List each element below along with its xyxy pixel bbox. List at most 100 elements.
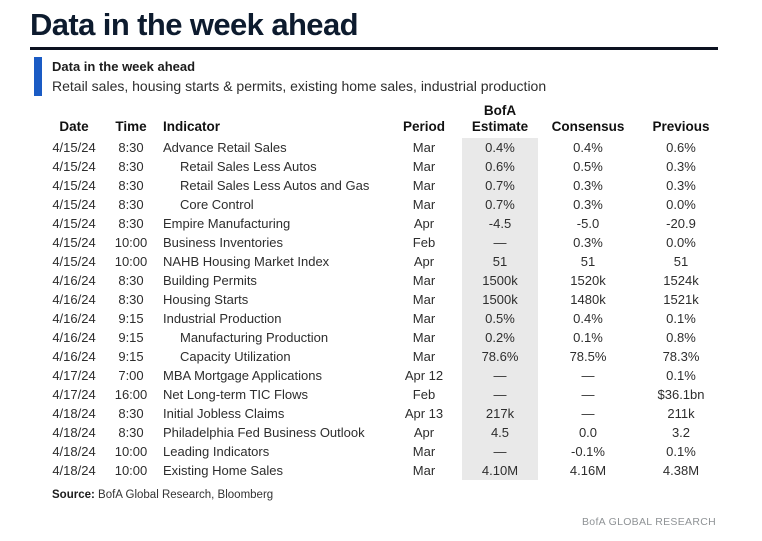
cell-indicator: Manufacturing Production: [180, 330, 329, 345]
cell-pad: [0, 385, 42, 404]
cell-indicator: Industrial Production: [163, 311, 282, 326]
table-row: 4/18/24 8:30 Initial Jobless Claims Apr …: [0, 404, 762, 423]
cell-indicator: NAHB Housing Market Index: [163, 254, 330, 269]
cell-time: 10:00: [114, 235, 148, 250]
cell-time: 9:15: [118, 349, 144, 364]
cell-previous: -20.9: [666, 216, 696, 231]
cell-consensus: —: [581, 406, 595, 421]
title-divider: [30, 47, 718, 50]
cell-indicator: Building Permits: [163, 273, 257, 288]
cell-period: Apr: [413, 254, 435, 269]
cell-pad: [724, 214, 762, 233]
brand-footer: BofA GLOBAL RESEARCH: [582, 516, 716, 528]
cell-pad: [0, 461, 42, 480]
cell-consensus: 0.1%: [573, 330, 603, 345]
cell-consensus: -5.0: [576, 216, 600, 231]
cell-pad: [0, 328, 42, 347]
source-text: BofA Global Research, Bloomberg: [94, 489, 274, 501]
cell-time: 9:15: [118, 311, 144, 326]
cell-pad: [0, 347, 42, 366]
cell-previous: 0.3%: [666, 159, 696, 174]
cell-pad: [724, 157, 762, 176]
cell-consensus: 0.3%: [573, 235, 603, 250]
cell-consensus: 4.16M: [569, 463, 607, 478]
cell-consensus: 51: [580, 254, 596, 269]
cell-pad: [0, 366, 42, 385]
cell-date: 4/16/24: [52, 330, 96, 345]
table-row: 4/18/24 10:00 Existing Home Sales Mar 4.…: [0, 461, 762, 480]
cell-bofa-estimate: 217k: [462, 404, 538, 423]
callout-subtitle: Retail sales, housing starts & permits, …: [52, 78, 547, 94]
cell-pad: [724, 328, 762, 347]
cell-pad: [724, 252, 762, 271]
cell-date: 4/17/24: [52, 368, 96, 383]
cell-time: 8:30: [118, 292, 144, 307]
source-label: Source:: [52, 489, 95, 501]
cell-period: Apr: [413, 216, 435, 231]
cell-period: Feb: [412, 235, 436, 250]
cell-time: 16:00: [114, 387, 148, 402]
cell-time: 10:00: [114, 254, 148, 269]
cell-period: Apr: [413, 425, 435, 440]
table-row: 4/15/24 10:00 Business Inventories Feb —…: [0, 233, 762, 252]
cell-pad: [0, 138, 42, 157]
cell-indicator: Retail Sales Less Autos: [180, 159, 317, 174]
cell-bofa-estimate: 4.5: [462, 423, 538, 442]
cell-previous: 1524k: [663, 273, 699, 288]
cell-pad: [724, 195, 762, 214]
economic-calendar-table: Date Time Indicator Period BofA Estimate…: [0, 103, 762, 480]
cell-indicator: Initial Jobless Claims: [163, 406, 285, 421]
header-bofa-line2: Estimate: [471, 119, 529, 134]
table-row: 4/18/24 10:00 Leading Indicators Mar — -…: [0, 442, 762, 461]
cell-consensus: 0.5%: [573, 159, 603, 174]
cell-pad: [0, 423, 42, 442]
cell-pad: [724, 138, 762, 157]
cell-consensus: 1480k: [570, 292, 606, 307]
cell-consensus: 0.3%: [573, 197, 603, 212]
cell-consensus: -0.1%: [571, 444, 605, 459]
header-time: Time: [115, 119, 147, 134]
table-row: 4/16/24 9:15 Industrial Production Mar 0…: [0, 309, 762, 328]
cell-bofa-estimate: 78.6%: [462, 347, 538, 366]
cell-consensus: 0.4%: [573, 140, 603, 155]
cell-pad: [0, 157, 42, 176]
cell-pad: [0, 404, 42, 423]
cell-pad: [0, 442, 42, 461]
cell-pad: [724, 423, 762, 442]
cell-consensus: —: [581, 368, 595, 383]
cell-time: 10:00: [114, 444, 148, 459]
cell-consensus: —: [581, 387, 595, 402]
header-pad: [724, 103, 762, 138]
cell-bofa-estimate: 0.7%: [462, 176, 538, 195]
header-date: Date: [59, 119, 89, 134]
cell-indicator: Existing Home Sales: [163, 463, 283, 478]
cell-pad: [724, 309, 762, 328]
cell-bofa-estimate: —: [462, 366, 538, 385]
table-row: 4/16/24 9:15 Capacity Utilization Mar 78…: [0, 347, 762, 366]
header-bofa-line1: BofA: [483, 103, 517, 118]
cell-previous: 0.3%: [666, 178, 696, 193]
cell-time: 8:30: [118, 273, 144, 288]
cell-date: 4/18/24: [52, 444, 96, 459]
cell-previous: 0.8%: [666, 330, 696, 345]
header-indicator: Indicator: [163, 119, 221, 134]
cell-time: 8:30: [118, 197, 144, 212]
cell-indicator: Empire Manufacturing: [163, 216, 291, 231]
cell-pad: [724, 233, 762, 252]
cell-consensus: 78.5%: [569, 349, 607, 364]
cell-previous: 0.1%: [666, 311, 696, 326]
cell-bofa-estimate: -4.5: [462, 214, 538, 233]
cell-period: Mar: [412, 273, 436, 288]
cell-pad: [0, 195, 42, 214]
table-row: 4/16/24 8:30 Housing Starts Mar 1500k 14…: [0, 290, 762, 309]
cell-previous: 211k: [667, 406, 695, 421]
cell-period: Feb: [412, 387, 436, 402]
cell-time: 10:00: [114, 463, 148, 478]
cell-date: 4/16/24: [52, 292, 96, 307]
cell-previous: 1521k: [663, 292, 699, 307]
cell-bofa-estimate: 0.5%: [462, 309, 538, 328]
cell-pad: [724, 442, 762, 461]
cell-date: 4/18/24: [52, 463, 96, 478]
cell-time: 8:30: [118, 140, 144, 155]
table-row: 4/18/24 8:30 Philadelphia Fed Business O…: [0, 423, 762, 442]
